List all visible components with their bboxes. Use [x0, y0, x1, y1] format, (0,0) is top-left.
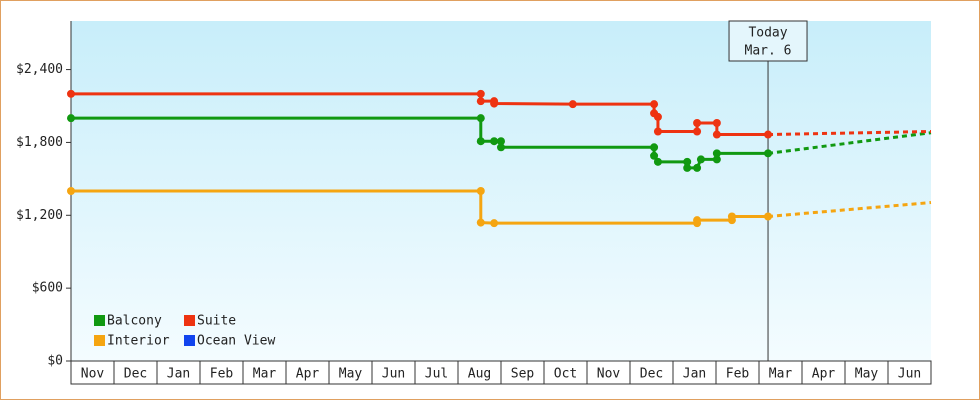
legend-swatch	[184, 315, 195, 326]
price-point	[490, 137, 499, 146]
x-tick-label: Mar	[769, 367, 793, 382]
price-point	[764, 149, 773, 158]
x-tick-label: Apr	[296, 367, 320, 382]
price-point	[476, 89, 485, 98]
x-tick-label: Jun	[382, 367, 405, 382]
price-point	[67, 114, 75, 123]
price-point	[712, 130, 721, 139]
price-point	[693, 127, 702, 136]
x-tick-label: Dec	[640, 367, 663, 382]
x-tick-label: Aug	[468, 367, 491, 382]
price-point	[696, 155, 705, 164]
price-point	[67, 89, 75, 98]
price-point	[67, 187, 75, 195]
x-tick-label: Nov	[81, 367, 105, 382]
price-point	[476, 187, 485, 195]
legend-swatch	[184, 335, 195, 346]
price-point	[727, 212, 736, 221]
price-point	[693, 119, 702, 127]
x-tick-label: May	[339, 367, 363, 382]
today-box	[728, 20, 808, 62]
price-point	[568, 100, 577, 109]
legend-label: Ocean View	[197, 334, 275, 349]
y-tick-label: $1,200	[16, 208, 63, 223]
x-tick-label: Jul	[425, 367, 448, 382]
x-tick-label: Sep	[511, 367, 535, 382]
price-point	[650, 151, 659, 160]
price-point	[653, 157, 662, 166]
x-tick-label: Apr	[812, 367, 836, 382]
price-point	[764, 212, 773, 221]
price-point	[476, 97, 485, 106]
legend-label: Balcony	[107, 314, 162, 329]
price-point	[476, 114, 485, 123]
price-point	[712, 119, 721, 127]
y-tick-label: $2,400	[16, 62, 63, 77]
y-tick-label: $1,800	[16, 135, 63, 150]
x-tick-label: Jan	[683, 367, 706, 382]
price-point	[650, 100, 659, 109]
x-tick-label: May	[855, 367, 879, 382]
price-point	[764, 130, 773, 139]
forecast-line	[767, 131, 932, 155]
price-point	[650, 143, 659, 152]
price-point	[476, 218, 485, 227]
price-point	[653, 112, 662, 121]
x-tick-label: Jun	[898, 367, 921, 382]
legend-swatch	[94, 315, 105, 326]
price-point	[497, 137, 505, 146]
price-point	[653, 127, 662, 136]
x-tick-label: Mar	[253, 367, 277, 382]
x-tick-label: Nov	[597, 367, 621, 382]
price-point	[490, 219, 499, 228]
price-point	[683, 157, 692, 166]
price-point	[693, 216, 702, 225]
x-tick-label: Feb	[210, 367, 234, 382]
x-tick-label: Jan	[167, 367, 190, 382]
x-tick-label: Feb	[726, 367, 750, 382]
legend-label: Interior	[107, 334, 170, 349]
y-tick-label: $0	[47, 354, 63, 369]
forecast-line	[768, 130, 932, 137]
price-point	[712, 155, 721, 164]
y-tick-label: $600	[32, 281, 63, 296]
price-point	[497, 143, 505, 152]
price-point	[712, 149, 721, 158]
x-tick-label: Oct	[554, 367, 577, 382]
price-point	[490, 99, 499, 108]
x-tick-label: Dec	[124, 367, 147, 382]
legend-swatch	[94, 335, 105, 346]
forecast-line	[767, 201, 932, 218]
price-point	[693, 163, 702, 172]
today-label: Today	[748, 26, 787, 41]
price-point	[476, 137, 485, 146]
price-point	[683, 163, 692, 172]
legend-label: Suite	[197, 314, 236, 329]
today-label: Mar. 6	[745, 44, 792, 59]
